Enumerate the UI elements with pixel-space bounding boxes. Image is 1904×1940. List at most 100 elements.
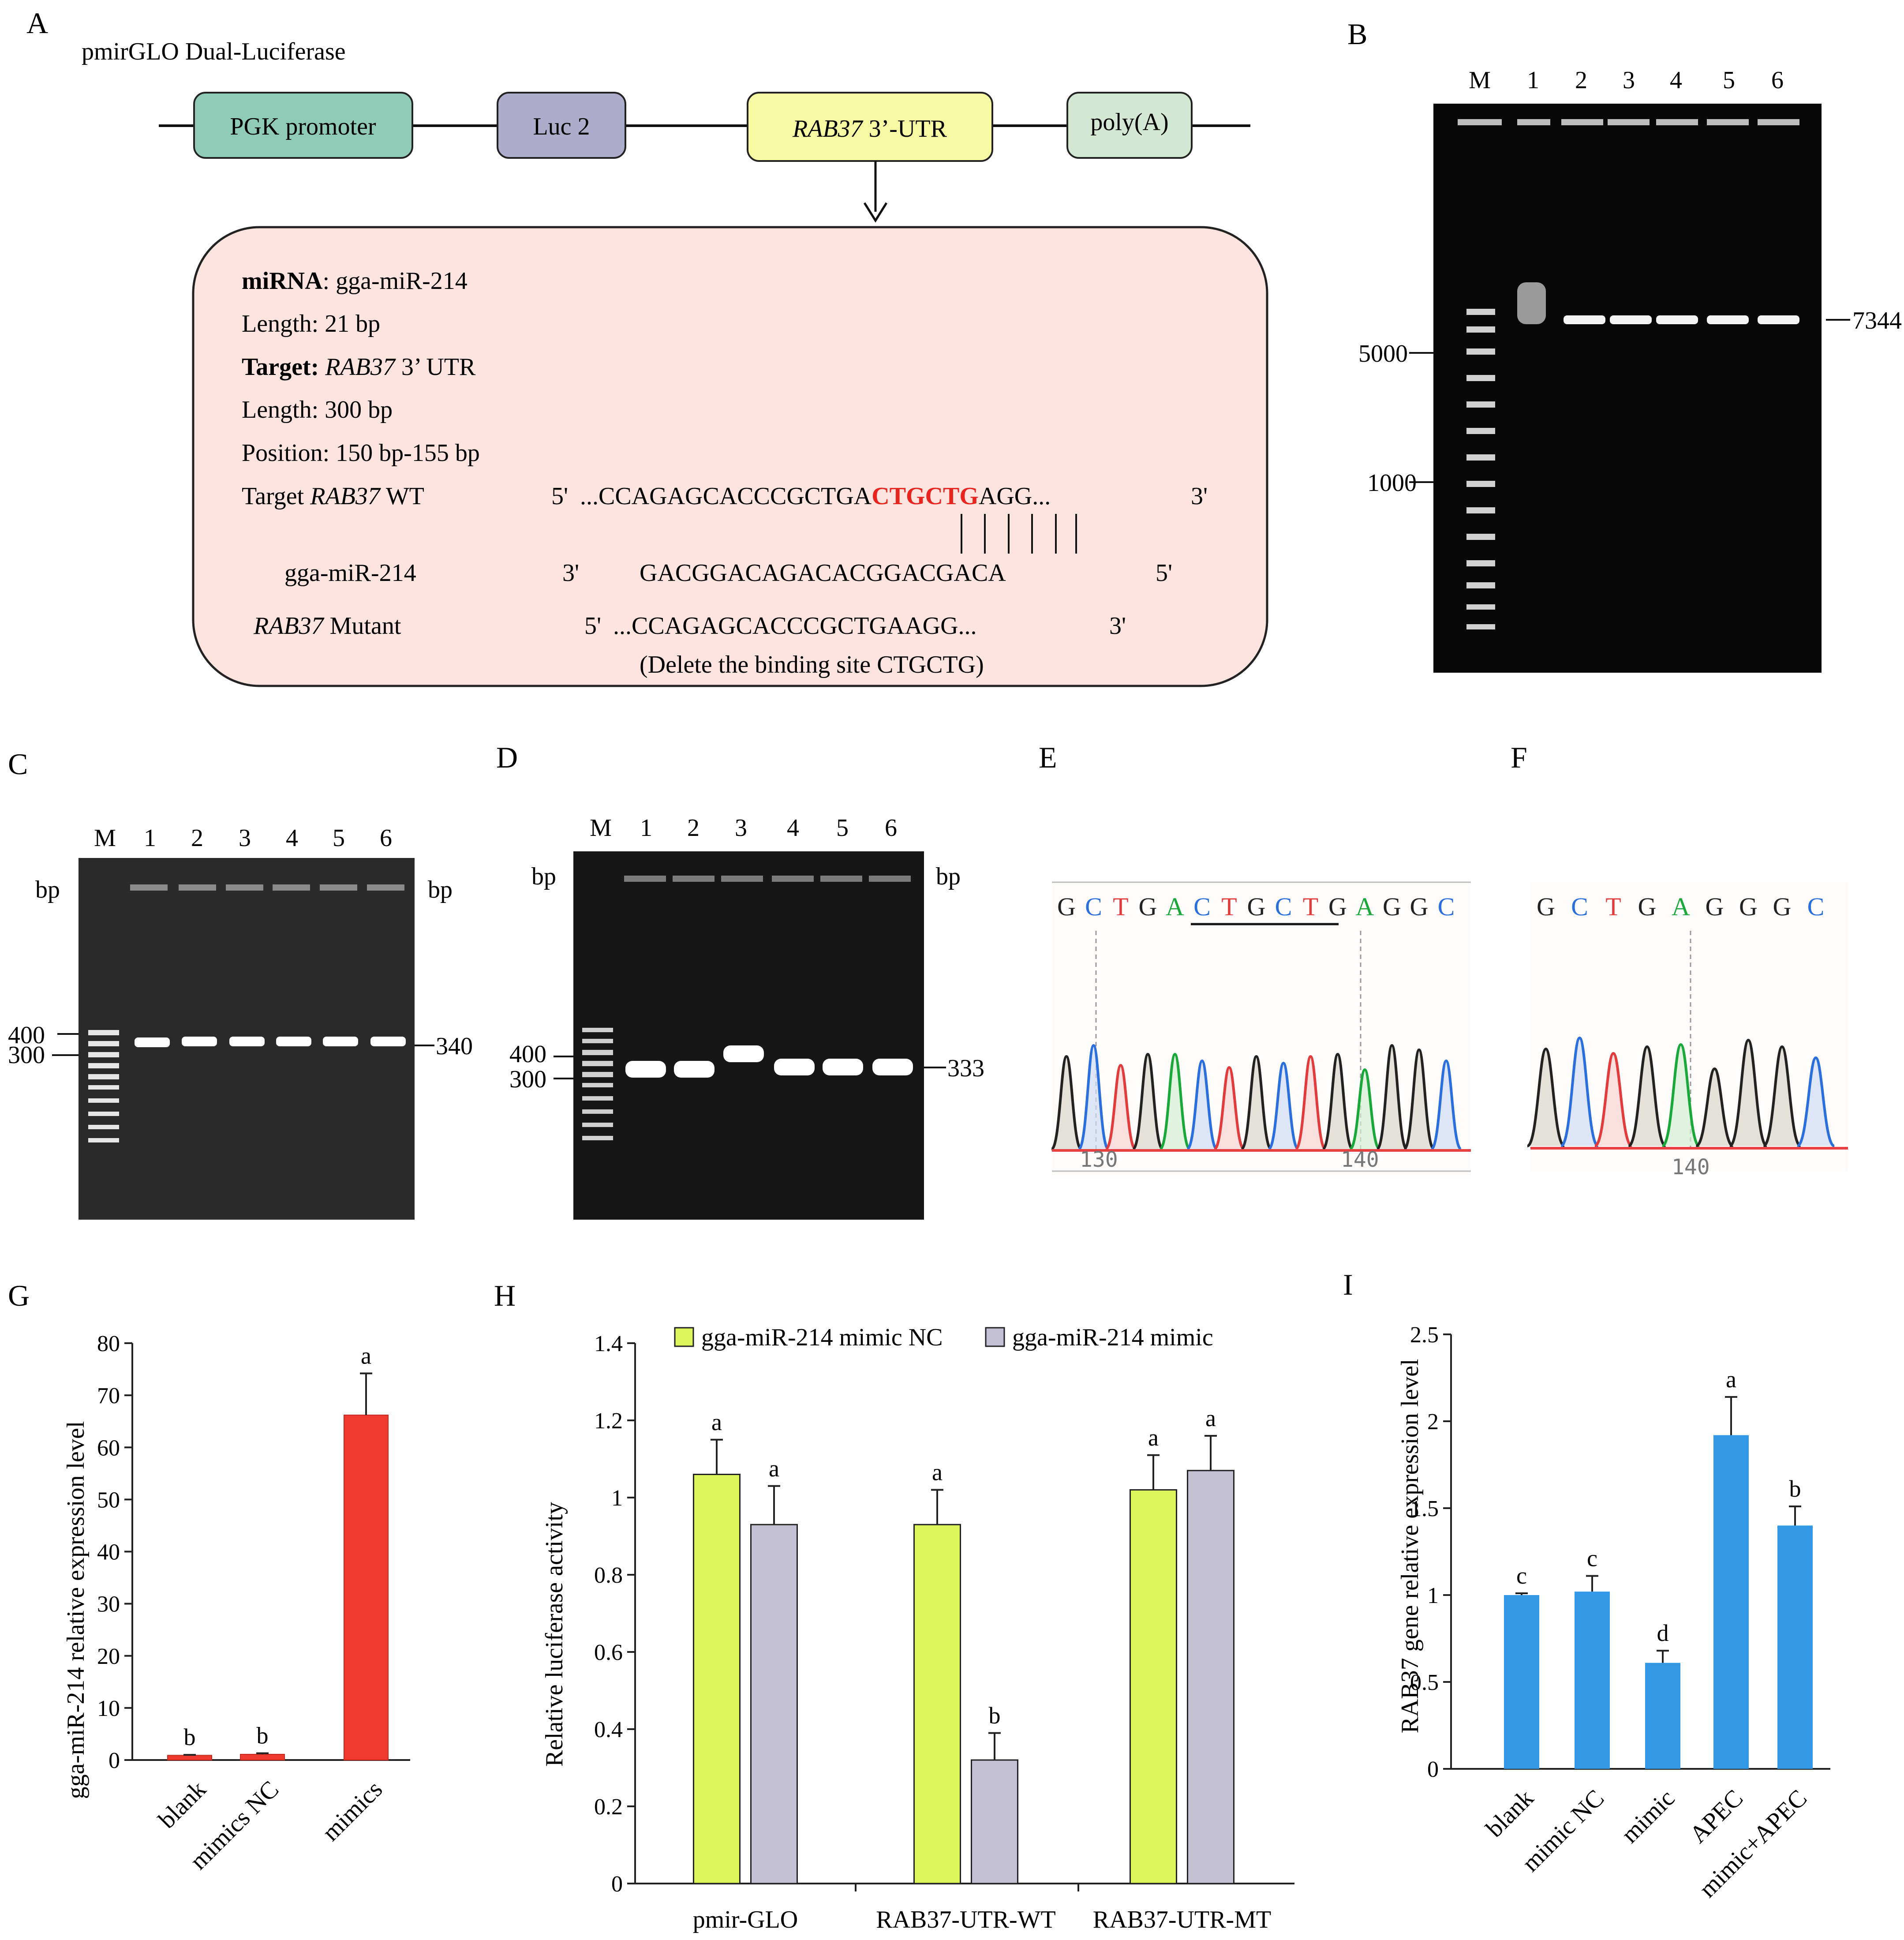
trace-peak [1268,1061,1299,1150]
mutant-sequence: ...CCAGAGCACCCGCTGAAGG... [613,612,977,640]
y-tick-label: 0.5 [1410,1670,1439,1695]
gel-c-lane-label: 6 [380,824,392,852]
y-tick-label: 0.6 [594,1640,623,1665]
gel-c-lane-labels: M 1 2 3 4 5 6 [94,824,392,852]
panel-label-h: H [494,1279,516,1312]
trace-peak [1762,1045,1802,1147]
trace-peak [1322,1052,1354,1150]
pgk-promoter-block [193,92,413,159]
base-call: C [1807,892,1825,921]
y-tick-label: 0 [108,1748,120,1773]
y-tick-label: 1.5 [1410,1496,1439,1521]
panel-a: A pmirGLO Dual-Luciferase PGK promoter L… [26,6,1268,687]
y-tick-label: 1.2 [594,1408,623,1434]
significance-letter: b [257,1723,269,1749]
gel-b-lane1-smear [1517,282,1546,324]
panel-label-e: E [1039,741,1057,774]
significance-letter: d [1657,1620,1669,1646]
legend-swatch-mimic-nc [674,1327,694,1347]
gel-c-unit-left: bp [35,876,60,903]
bar [1713,1435,1749,1769]
trace-peak [1796,1056,1835,1147]
wt-3prime: 3' [1191,483,1208,510]
gel-d-band-label: 333 [947,1055,984,1082]
base-call: A [1356,892,1374,921]
gel-b-marker-1000: 1000 [1367,469,1417,497]
panel-label-d: D [496,741,518,774]
base-call: T [1605,892,1621,921]
y-tick-label: 0.4 [594,1717,623,1742]
chart-g-ylabel: gga-miR-214 relative expression level [62,1421,90,1799]
mutant-note: (Delete the binding site CTGCTG) [640,651,984,678]
gel-c-band-label: 340 [436,1033,473,1060]
significance-letter: c [1516,1562,1527,1589]
legend-label-mimic: gga-miR-214 mimic [1012,1324,1213,1351]
y-tick-label: 1 [611,1486,623,1511]
trace-peak [1376,1044,1408,1150]
trace-peak [1526,1047,1565,1147]
gel-c-lane-label: 4 [286,824,298,852]
y-tick-label: 0 [1427,1757,1439,1782]
gel-c-marker-300: 300 [8,1041,45,1069]
significance-letter: c [1587,1545,1597,1572]
base-call: G [1057,892,1076,921]
gel-d-lane-label: 2 [687,814,700,842]
bar [1130,1489,1177,1884]
significance-letter: a [1148,1424,1159,1451]
base-call: C [1085,892,1102,921]
category-label: mimics [317,1775,388,1846]
base-call: G [1410,892,1429,921]
gel-b-lane-label: 1 [1527,67,1539,94]
trace-peak [1729,1038,1768,1147]
gel-b-bands [1564,315,1799,324]
base-call: G [1247,892,1266,921]
base-call: G [1739,892,1758,921]
y-tick-label: 2.5 [1410,1322,1439,1348]
mirna-line: miRNA: gga-miR-214 [242,267,468,295]
gel-d-unit-left: bp [531,863,556,890]
arrow-head-icon [863,202,888,223]
chart-h-ylabel: Relative luciferase activity [541,1502,568,1767]
base-call: C [1275,892,1292,921]
significance-letter: a [1205,1405,1216,1431]
y-tick-label: 0.8 [594,1563,623,1588]
gel-d-wells [624,876,911,882]
panel-label-c: C [8,747,28,781]
y-tick-label: 1.4 [594,1331,623,1356]
gel-b-marker-5000: 5000 [1358,340,1408,367]
base-call: G [1706,892,1724,921]
trace-peak [1403,1048,1436,1150]
panel-h: H Relative luciferase activity gga-miR-2… [494,1279,1294,1933]
gel-c-lane-label: M [94,824,116,852]
gel-b-lane-label: 4 [1670,67,1682,94]
y-tick-label: 70 [97,1383,120,1408]
trace-peak [1695,1067,1734,1147]
chart-i-ylabel: RAB37 gene relative expression level [1396,1359,1424,1733]
category-label: blank [153,1775,211,1834]
gel-c-lane-label: 5 [333,824,345,852]
gel-c-lane-label: 3 [239,824,251,852]
mirna-sequence: GACGGACAGACACGGACGACA [640,559,1006,587]
category-label: RAB37-UTR-WT [876,1906,1056,1933]
mirna-name: gga-miR-214 [284,559,416,587]
base-call: G [1139,892,1157,921]
trace-peak [1077,1044,1110,1150]
y-tick-label: 50 [97,1487,120,1513]
wt-5prime: 5' [551,483,568,510]
base-call: T [1303,892,1318,921]
significance-letter: b [184,1724,196,1750]
trace-peak [1213,1066,1245,1150]
base-call: A [1672,892,1690,921]
base-call: G [1773,892,1792,921]
bar [1504,1595,1539,1769]
gel-b-band-label: 7344 [1852,307,1902,334]
bar [913,1524,961,1884]
bar [167,1755,212,1760]
trace-peak [1560,1036,1599,1147]
mutant-label: RAB37 Mutant [253,612,401,640]
panel-label-b: B [1347,17,1367,51]
